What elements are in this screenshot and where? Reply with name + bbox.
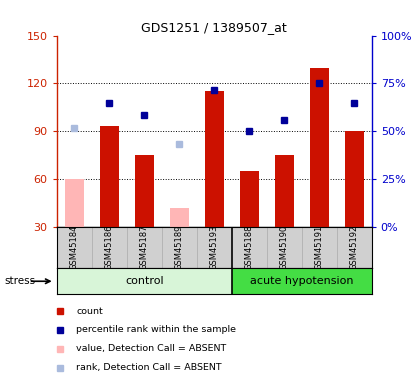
Bar [65, 179, 84, 227]
Bar [100, 126, 119, 227]
Bar [239, 171, 259, 227]
Text: acute hypotension: acute hypotension [250, 276, 354, 286]
Text: count: count [76, 307, 103, 316]
Text: GSM45193: GSM45193 [210, 225, 219, 270]
Bar [344, 131, 364, 227]
Text: percentile rank within the sample: percentile rank within the sample [76, 326, 236, 334]
Text: GSM45186: GSM45186 [105, 225, 114, 270]
Text: GSM45187: GSM45187 [140, 225, 149, 270]
Text: GSM45189: GSM45189 [175, 225, 184, 270]
Text: control: control [125, 276, 163, 286]
Bar [310, 68, 329, 227]
Text: GSM45191: GSM45191 [315, 225, 324, 270]
Bar [232, 268, 372, 294]
Text: rank, Detection Call = ABSENT: rank, Detection Call = ABSENT [76, 363, 222, 372]
Text: GSM45192: GSM45192 [350, 225, 359, 270]
Bar [275, 155, 294, 227]
Text: GSM45184: GSM45184 [70, 225, 79, 270]
Bar [134, 155, 154, 227]
Bar [170, 208, 189, 227]
Text: GSM45188: GSM45188 [245, 225, 254, 270]
Text: stress: stress [4, 276, 35, 286]
Text: value, Detection Call = ABSENT: value, Detection Call = ABSENT [76, 344, 226, 353]
Title: GDS1251 / 1389507_at: GDS1251 / 1389507_at [141, 21, 287, 34]
Bar [57, 268, 232, 294]
Text: GSM45190: GSM45190 [280, 225, 289, 270]
Bar [205, 92, 224, 227]
